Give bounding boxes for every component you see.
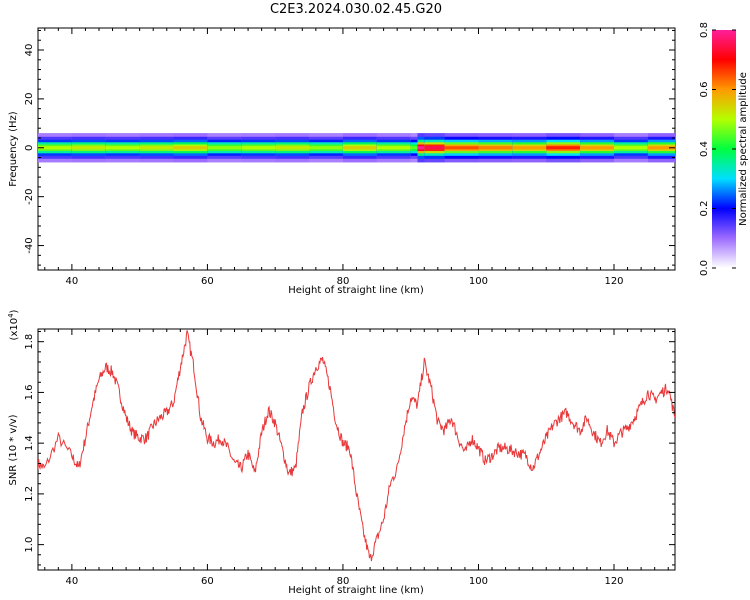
spectral-band-cell [241,146,276,150]
spectral-band-cell [424,146,446,150]
colorbar: 0.0 0.2 0.4 0.6 0.8 Normalized spectral ampl… [699,22,749,276]
spectral-band-cell [207,146,242,150]
spectrogram-x-axis-label: Height of straight line (km) [288,285,424,296]
spectrogram-y-axis-label: Frequency (Hz) [8,111,19,187]
snr-y-ticks: 1.0 1.2 1.4 1.6 1.8 [24,331,675,566]
y-tick-label: 40 [24,44,35,57]
colorbar-tick-label: 0.4 [699,141,710,157]
x-tick-label: 80 [337,276,350,287]
snr-series-line [38,330,675,562]
spectral-band-cell [376,146,412,150]
snr-x-ticks: 40 60 80 100 120 [44,329,669,587]
snr-y-axis-label: SNR (10 * v/v) [8,414,19,485]
y-tick-label: 1.2 [24,486,35,502]
x-tick-label: 80 [337,576,350,587]
spectral-band-cell [444,146,480,150]
spectral-band-cell [342,146,378,150]
y-tick-label: 1.4 [24,435,35,451]
snr-x-axis-label: Height of straight line (km) [288,585,424,596]
y-tick-label: -40 [24,237,35,253]
colorbar-tick-label: 0.6 [699,82,710,98]
x-tick-label: 60 [201,276,214,287]
spectral-band-cell [275,146,310,150]
spectral-band-cell [417,146,425,150]
spectrogram-x-ticks: 40 60 80 100 120 [44,28,669,287]
colorbar-label: Normalized spectral amplitude [738,72,749,226]
chart-title: C2E3.2024.030.02.45.G20 [269,2,443,17]
x-tick-label: 120 [604,276,623,287]
snr-frame [37,328,676,571]
y-tick-label: 1.6 [24,384,35,400]
x-tick-label: 100 [469,276,488,287]
spectral-band-cell [580,146,615,150]
y-tick-label: 1.0 [24,537,35,553]
snr-scale-exponent: 4 [7,313,15,318]
colorbar-tick-label: 0.0 [699,260,710,276]
spectral-band-cell [139,146,175,150]
spectral-band-cell [38,146,73,150]
snr-scale-prefix: (x10 [9,318,20,341]
x-tick-label: 40 [66,576,79,587]
y-tick-label: 0 [24,145,35,151]
x-tick-label: 120 [604,576,623,587]
spectral-band-cell [309,146,344,150]
snr-panel: 40 60 80 100 120 1.0 1.2 1.4 1.6 1.8 Height of s… [7,309,676,596]
spectral-band-cell [105,146,141,150]
spectral-band-cell [546,146,581,150]
snr-scale-label: (x104) [7,309,20,340]
colorbar-ticks: 0.0 0.2 0.4 0.6 0.8 [699,22,736,276]
y-tick-label: 20 [24,93,35,106]
spectral-band-cell [410,146,419,150]
spectrogram-panel: 40 60 80 100 120 -40 -20 0 20 40 Height of strai… [8,27,676,296]
snr-scale-suffix: ) [9,309,20,313]
x-tick-label: 60 [201,576,214,587]
spectral-band-cell [647,146,675,150]
spectral-band [38,133,675,163]
y-tick-label: -20 [24,188,35,204]
spectral-band-cell [512,146,547,150]
y-tick-label: 1.8 [24,334,35,350]
spectral-band-cell [173,146,209,150]
x-tick-label: 100 [469,576,488,587]
colorbar-tick-label: 0.2 [699,201,710,217]
x-tick-label: 40 [66,276,79,287]
spectral-band-cell [478,146,513,150]
colorbar-tick-label: 0.8 [699,22,710,38]
spectrogram-y-ticks: -40 -20 0 20 40 [24,29,675,266]
spectral-band-cell [71,146,107,150]
spectral-band-cell [614,146,649,150]
